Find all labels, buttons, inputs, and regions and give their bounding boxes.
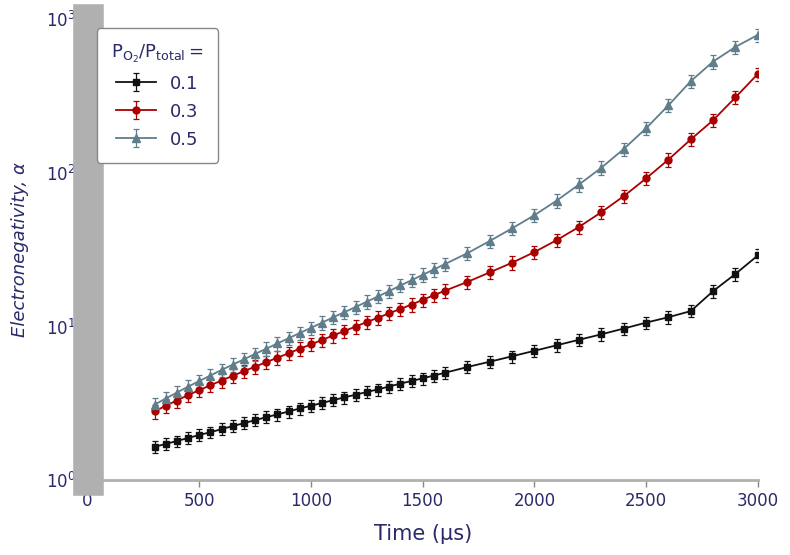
X-axis label: Time (μs): Time (μs) (374, 524, 472, 544)
Y-axis label: Electronegativity, α: Electronegativity, α (11, 162, 29, 337)
Legend: 0.1, 0.3, 0.5: 0.1, 0.3, 0.5 (96, 28, 218, 163)
